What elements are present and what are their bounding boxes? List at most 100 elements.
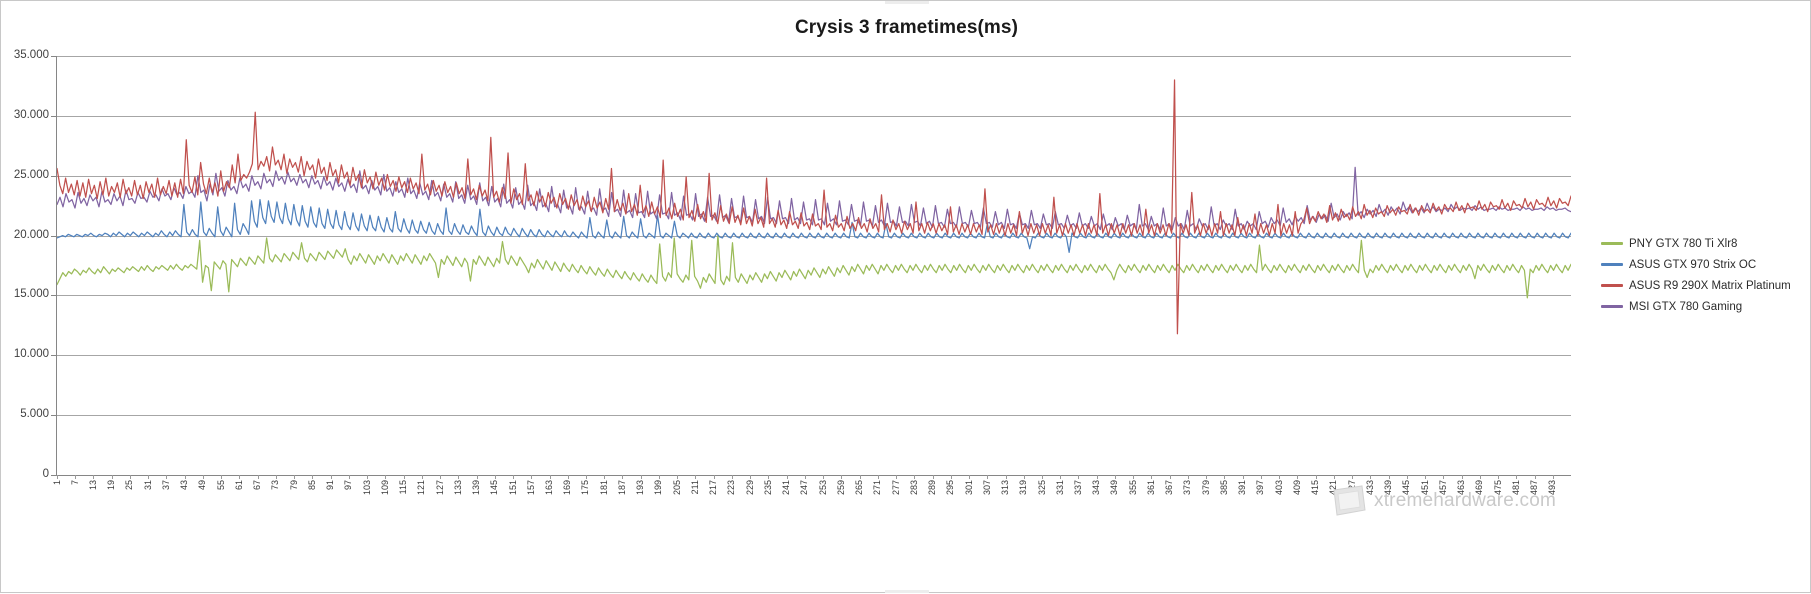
x-axis-tick-label: 151 [507, 480, 518, 496]
x-axis-tick [1206, 475, 1208, 479]
gridline [57, 175, 1571, 177]
x-axis-tick-label: 319 [1018, 480, 1029, 496]
plot-background [57, 56, 1571, 475]
legend-item[interactable]: MSI GTX 780 Gaming [1601, 296, 1806, 317]
x-axis-tick [1023, 475, 1025, 479]
x-axis-tick [1443, 475, 1445, 479]
x-axis-tick [385, 475, 387, 479]
x-axis-tick [1479, 475, 1481, 479]
y-axis-tick-label: 25.000 [13, 168, 49, 181]
legend-color-swatch [1601, 263, 1623, 266]
x-axis-tick-label: 199 [653, 480, 664, 496]
series-line [57, 233, 1571, 299]
x-axis-tick [476, 475, 478, 479]
x-axis-tick-label: 67 [252, 480, 263, 491]
x-axis-tick [877, 475, 879, 479]
y-axis-tick [51, 295, 57, 297]
x-axis-tick-label: 391 [1237, 480, 1248, 496]
x-axis-tick [731, 475, 733, 479]
x-axis-tick [1279, 475, 1281, 479]
x-axis-tick [275, 475, 277, 479]
plot-area [57, 56, 1571, 476]
chart-legend: PNY GTX 780 Ti Xlr8 ASUS GTX 970 Strix OC… [1601, 233, 1806, 317]
legend-color-swatch [1601, 284, 1623, 287]
y-axis-tick [51, 175, 57, 177]
x-axis-tick-label: 121 [416, 480, 427, 496]
x-axis-tick [348, 475, 350, 479]
x-axis-tick-label: 355 [1127, 480, 1138, 496]
x-axis-tick-label: 241 [781, 480, 792, 496]
x-axis-tick-label: 235 [762, 480, 773, 496]
x-axis-tick-label: 187 [616, 480, 627, 496]
x-axis-tick [440, 475, 442, 479]
x-axis-tick [896, 475, 898, 479]
x-axis-tick [312, 475, 314, 479]
x-axis-tick-label: 349 [1109, 480, 1120, 496]
x-axis-tick-label: 295 [945, 480, 956, 496]
y-axis-tick [51, 475, 57, 476]
x-axis-tick-label: 205 [671, 480, 682, 496]
x-axis-tick-label: 163 [544, 480, 554, 496]
x-axis-tick-label: 385 [1218, 480, 1229, 496]
x-axis-tick-label: 301 [963, 480, 974, 496]
x-axis-tick [658, 475, 660, 479]
x-axis-tick [330, 475, 332, 479]
x-axis-tick [786, 475, 788, 479]
x-axis-tick [549, 475, 551, 479]
x-axis-tick-label: 259 [835, 480, 846, 496]
y-axis-tick-label: 20.000 [13, 228, 49, 241]
x-axis-tick [1552, 475, 1554, 479]
y-axis-tick [51, 115, 57, 117]
x-axis-tick-label: 229 [744, 480, 755, 496]
x-axis-tick [1388, 475, 1390, 479]
x-axis-tick-label: 361 [1145, 480, 1156, 496]
legend-item[interactable]: ASUS R9 290X Matrix Platinum [1601, 275, 1806, 296]
y-axis-tick-label: 30.000 [13, 108, 49, 121]
x-axis-tick-label: 61 [233, 480, 244, 491]
x-axis-tick [823, 475, 825, 479]
legend-item[interactable]: ASUS GTX 970 Strix OC [1601, 254, 1806, 275]
x-axis-tick [1406, 475, 1408, 479]
x-axis-tick-label: 7 [69, 480, 80, 486]
gridline [57, 235, 1571, 237]
x-axis-tick-label: 109 [379, 480, 390, 496]
x-axis-tick [1042, 475, 1043, 479]
x-axis-tick [1242, 475, 1244, 479]
x-axis-tick-label: 19 [106, 480, 117, 491]
x-axis-tick [403, 475, 405, 479]
x-axis-tick [713, 475, 715, 479]
x-axis-tick [1260, 475, 1262, 479]
x-axis-tick [57, 475, 58, 479]
x-axis-tick-label: 325 [1036, 480, 1047, 496]
x-axis-tick [1333, 475, 1335, 479]
x-axis-tick-label: 337 [1072, 480, 1083, 496]
x-axis-tick [768, 475, 770, 479]
legend-item[interactable]: PNY GTX 780 Ti Xlr8 [1601, 233, 1806, 254]
x-axis-tick [1133, 475, 1135, 479]
y-axis-tick-label: 10.000 [13, 348, 49, 361]
legend-color-swatch [1601, 305, 1623, 308]
x-axis-tick [969, 475, 971, 479]
x-axis-tick-label: 79 [288, 480, 299, 491]
watermark: xtremehardware.com [1331, 471, 1631, 531]
legend-label: MSI GTX 780 Gaming [1629, 300, 1743, 313]
x-axis-tick-label: 49 [197, 480, 208, 491]
x-axis-tick [1352, 475, 1354, 479]
y-axis-tick-label: 5.000 [20, 408, 49, 421]
series-line [57, 199, 1571, 253]
x-axis-tick-label: 265 [854, 480, 865, 496]
x-axis-tick [458, 475, 460, 479]
x-axis-tick [1187, 475, 1189, 479]
x-axis-tick-label: 115 [398, 480, 409, 495]
y-axis-tick-label: 35.000 [13, 49, 49, 61]
x-axis-tick [932, 475, 934, 479]
y-axis-tick [51, 415, 57, 417]
x-axis-tick-label: 181 [598, 480, 609, 496]
x-axis-tick-label: 193 [635, 480, 646, 496]
x-axis-tick-label: 127 [434, 480, 445, 496]
x-axis-tick-label: 169 [562, 480, 573, 496]
x-axis-tick-label: 313 [1000, 480, 1011, 496]
x-axis-tick-label: 31 [142, 480, 153, 491]
x-axis-tick [1534, 475, 1536, 479]
x-axis-tick [494, 475, 496, 479]
